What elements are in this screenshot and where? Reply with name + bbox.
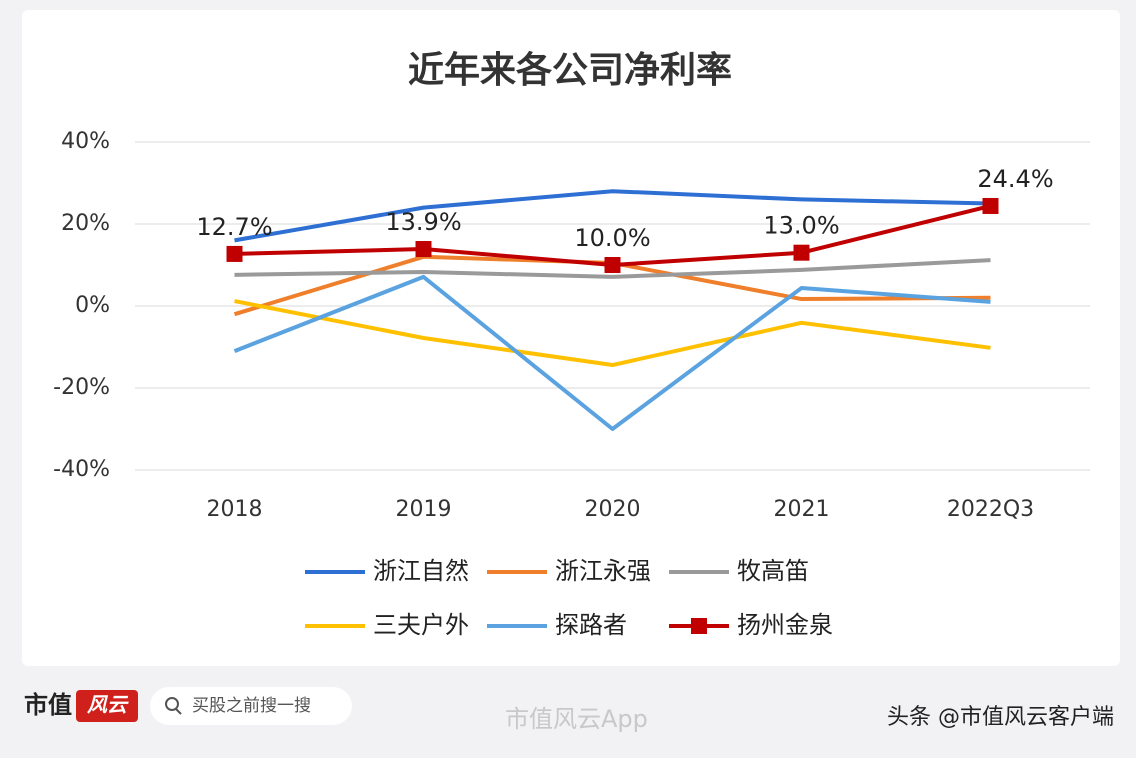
- x-tick-label: 2020: [585, 497, 641, 522]
- search-box[interactable]: [150, 687, 352, 725]
- credit: 头条 @市值风云客户端: [887, 705, 1114, 730]
- logo-badge-box: [76, 690, 138, 722]
- y-tick-label: 40%: [61, 129, 110, 154]
- search-placeholder: 买股之前搜一搜: [192, 696, 311, 716]
- y-tick-label: -20%: [53, 375, 110, 400]
- chart-card: [22, 10, 1120, 666]
- data-label: 13.0%: [763, 212, 839, 240]
- data-label: 24.4%: [977, 165, 1053, 193]
- legend-label: 浙江自然: [373, 557, 469, 585]
- point-marker: [415, 241, 432, 258]
- legend-label: 扬州金泉: [737, 611, 833, 639]
- x-tick-label: 2021: [774, 497, 830, 522]
- point-marker: [604, 257, 621, 273]
- watermark: 市值风云App: [505, 705, 648, 733]
- y-tick-label: -40%: [53, 457, 110, 482]
- legend-label: 探路者: [555, 611, 627, 639]
- footer: 市值 风云 买股之前搜一搜 市值风云App 头条 @市值风云客户端: [24, 687, 1114, 733]
- logo-text: 市值: [24, 691, 72, 719]
- series-line: [234, 299, 991, 368]
- series-line: [234, 189, 991, 243]
- legend-marker: [691, 618, 707, 634]
- x-tick-label: 2019: [396, 497, 452, 522]
- search-icon: [165, 697, 179, 711]
- y-tick-label: 0%: [75, 293, 110, 318]
- x-tick-label: 2022Q3: [947, 497, 1034, 522]
- series-line: [233, 274, 991, 431]
- data-label: 12.7%: [196, 213, 272, 241]
- chart-title: 近年来各公司净利率: [408, 50, 732, 91]
- legend-label: 三夫户外: [373, 611, 469, 639]
- y-tick-label: 20%: [61, 211, 110, 236]
- series-line: [234, 258, 991, 279]
- point-marker: [982, 197, 999, 214]
- point-marker: [226, 245, 243, 262]
- x-tick-label: 2018: [207, 497, 263, 522]
- search-icon: [175, 708, 182, 715]
- legend-label: 浙江永强: [555, 557, 651, 585]
- point-marker: [793, 244, 810, 261]
- data-label: 13.9%: [385, 208, 461, 236]
- legend-label: 牧高笛: [737, 557, 809, 585]
- logo-badge: 风云: [87, 693, 129, 717]
- data-label: 10.0%: [574, 224, 650, 252]
